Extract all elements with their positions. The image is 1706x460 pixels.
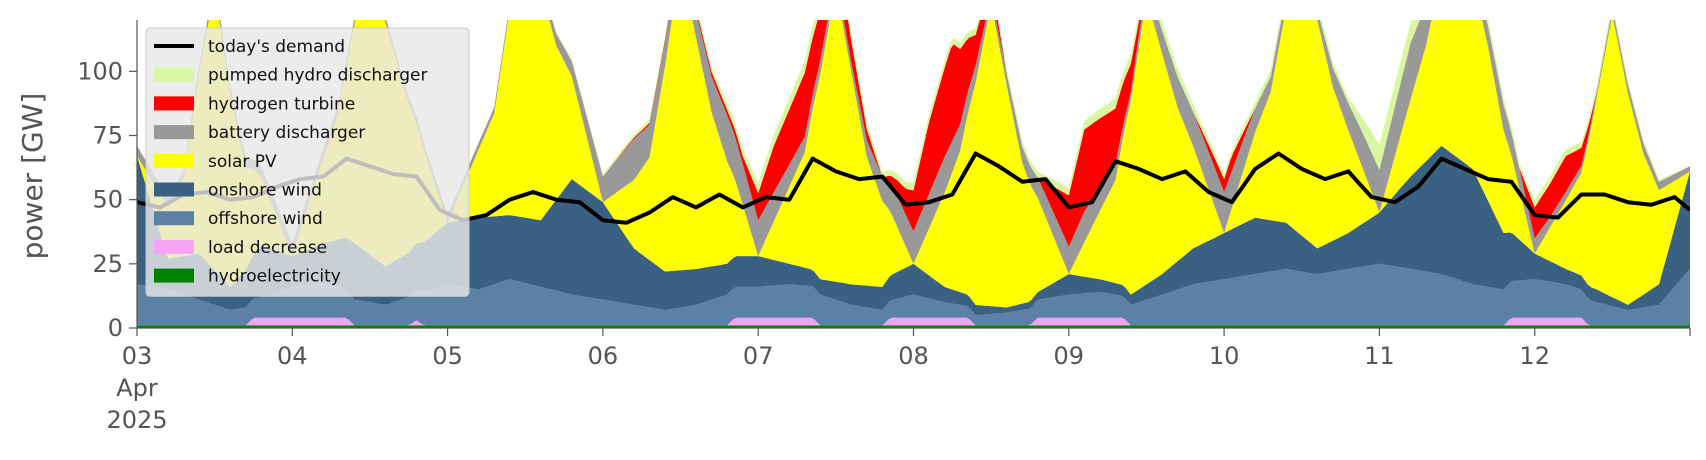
area-solar-pv — [137, 20, 1690, 308]
legend-swatch — [154, 211, 194, 226]
legend-swatch — [154, 182, 194, 197]
x-tick-month-label: Apr — [116, 374, 158, 402]
legend-swatch — [154, 67, 194, 82]
area-hydrogen-turbine — [137, 20, 1690, 247]
y-tick-label: 50 — [92, 186, 123, 214]
x-tick-label: 03 — [122, 342, 153, 370]
area-onshore-wind — [137, 145, 1690, 316]
legend-swatch — [154, 239, 194, 254]
legend: today's demand pumped hydro discharger hyd… — [145, 27, 470, 297]
area-offshore-wind — [137, 263, 1690, 326]
area-load-decrease — [137, 317, 1690, 326]
y-tick-label: 0 — [108, 314, 123, 342]
legend-label: hydrogen turbine — [208, 94, 355, 114]
legend-label: offshore wind — [208, 209, 323, 229]
x-tick-label: 06 — [588, 342, 619, 370]
y-tick-label: 75 — [92, 122, 123, 150]
legend-swatch — [154, 125, 194, 140]
x-tick-label: 09 — [1054, 342, 1085, 370]
x-tick-label: 07 — [743, 342, 774, 370]
legend-swatch — [154, 96, 194, 111]
x-tick-label: 08 — [898, 342, 929, 370]
y-axis-label: power [GW] — [16, 93, 49, 260]
legend-label: today's demand — [208, 37, 345, 57]
legend-label: battery discharger — [208, 123, 365, 143]
legend-label: onshore wind — [208, 181, 322, 201]
legend-label: solar PV — [208, 152, 277, 172]
x-tick-label: 04 — [277, 342, 308, 370]
legend-label: hydroelectricity — [208, 267, 341, 287]
legend-swatch — [154, 268, 194, 283]
y-tick-label: 25 — [92, 250, 123, 278]
axes: 0 25 50 75 100 03 Apr 2025 04 05 06 07 08 09 10 11 12 — [77, 20, 1691, 434]
legend-label: load decrease — [208, 238, 327, 258]
x-tick-label: 12 — [1519, 342, 1550, 370]
x-tick-label: 05 — [432, 342, 463, 370]
area-hydroelectricity — [137, 325, 1690, 328]
x-tick-label: 10 — [1209, 342, 1240, 370]
legend-label: pumped hydro discharger — [208, 66, 427, 86]
x-tick-year-label: 2025 — [106, 406, 167, 434]
x-tick-label: 11 — [1364, 342, 1395, 370]
legend-swatch — [154, 153, 194, 168]
legend-box — [145, 27, 470, 297]
y-tick-label: 100 — [77, 57, 123, 85]
